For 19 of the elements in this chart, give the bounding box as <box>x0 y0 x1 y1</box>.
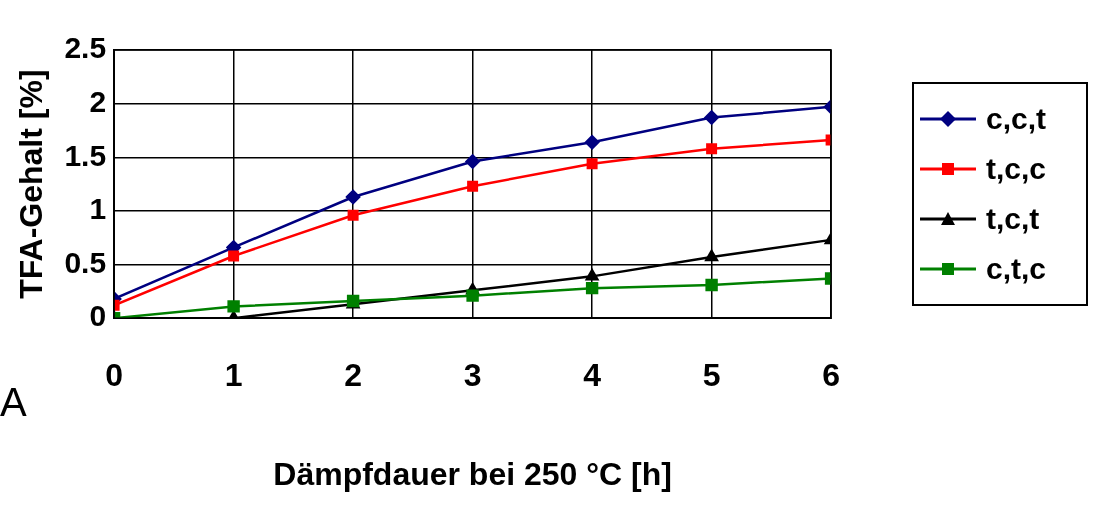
x-tick-label: 1 <box>224 357 243 394</box>
y-axis-title: TFA-Gehalt [%] <box>13 69 50 299</box>
x-tick-label: 6 <box>822 357 840 394</box>
y-tick-label: 1 <box>89 192 107 226</box>
legend-label: t,c,c <box>986 152 1047 186</box>
y-tick-label: 2.5 <box>64 31 107 65</box>
y-tick-label: 0 <box>89 299 107 333</box>
legend-label: c,t,c <box>986 252 1047 286</box>
y-tick-label: 0.5 <box>64 245 107 279</box>
y-tick-label: 1.5 <box>64 138 107 172</box>
x-tick-label: 5 <box>702 357 721 394</box>
legend-label: c,c,t <box>986 102 1047 136</box>
legend-label: t,c,t <box>986 202 1040 236</box>
text: A <box>0 380 27 424</box>
x-axis-title: Dämpfdauer bei 250 °C [h] <box>273 455 672 492</box>
x-tick-label: 3 <box>463 357 482 394</box>
x-tick-label: 4 <box>583 357 602 394</box>
y-tick-label: 2 <box>89 84 107 118</box>
x-tick-label: 2 <box>344 357 362 394</box>
